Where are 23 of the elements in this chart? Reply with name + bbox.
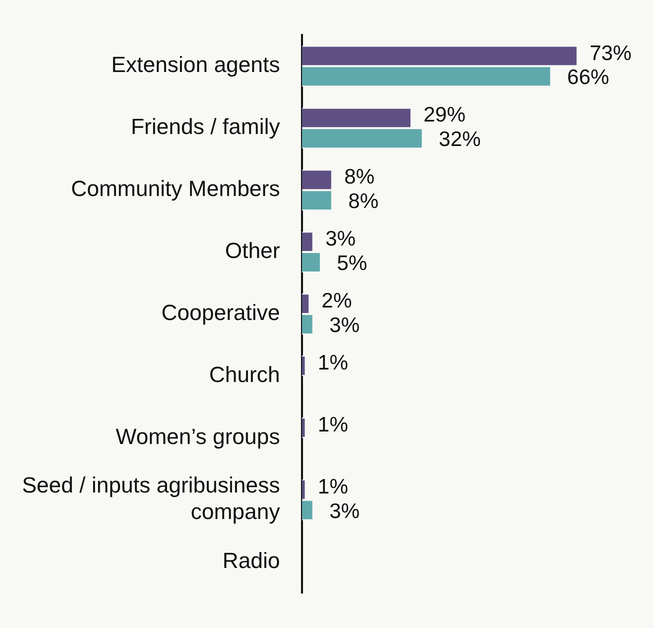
- y-tick-label: Church: [209, 362, 280, 388]
- data-label: 8%: [344, 166, 375, 189]
- data-label: 32%: [438, 128, 481, 152]
- y-tick-label: Extension agents: [111, 52, 280, 78]
- data-label: 3%: [325, 228, 356, 251]
- data-label: 29%: [423, 104, 466, 127]
- y-tick-label: Seed / inputs agribusiness company: [22, 472, 280, 524]
- y-tick-label: Friends / family: [130, 114, 280, 140]
- data-label: 1%: [318, 475, 348, 498]
- data-label: 66%: [567, 66, 610, 90]
- y-tick-label: Women’s groups: [116, 424, 280, 449]
- y-tick-label: Cooperative: [161, 300, 280, 326]
- data-label: 1%: [318, 352, 348, 375]
- y-tick-label: Community Members: [70, 176, 280, 202]
- y-tick-label: Radio: [222, 548, 280, 573]
- data-label: 3%: [329, 500, 360, 523]
- data-label: 3%: [329, 314, 360, 338]
- data-label: 2%: [322, 290, 352, 313]
- y-tick-label: Other: [224, 238, 280, 264]
- data-label: 5%: [336, 252, 368, 276]
- data-label: 1%: [318, 413, 348, 436]
- data-label: 73%: [590, 42, 632, 65]
- data-label: 8%: [348, 190, 379, 214]
